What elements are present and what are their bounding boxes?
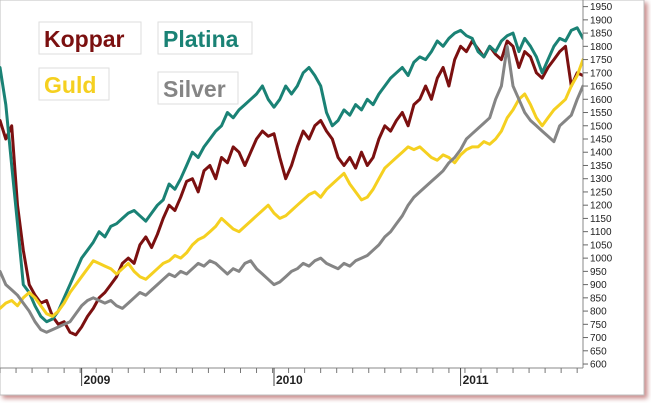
y-tick-label: 1050 — [590, 240, 613, 251]
y-tick-label: 1550 — [590, 108, 613, 119]
y-tick-label: 800 — [590, 307, 607, 318]
y-tick-label: 1300 — [590, 174, 613, 185]
series-line-silver — [0, 44, 583, 334]
x-tick-label: 2011 — [463, 373, 489, 387]
y-tick-label: 600 — [590, 360, 607, 371]
y-tick-label: 750 — [590, 320, 607, 331]
x-tick-label: 2010 — [276, 373, 303, 387]
legend-item-silver: Silver — [157, 71, 239, 105]
legend-label-koppar: Koppar — [44, 26, 125, 52]
y-tick-label: 1850 — [590, 29, 613, 40]
y-tick-label: 650 — [590, 346, 607, 357]
y-tick-label: 950 — [590, 267, 607, 278]
y-tick-label: 1400 — [590, 148, 613, 159]
legend-box-koppar — [38, 21, 142, 55]
legend-box-platina — [157, 21, 253, 55]
series-layer — [0, 26, 583, 337]
series-line-guld — [0, 58, 583, 318]
y-tick-label: 1750 — [590, 55, 613, 66]
y-tick-label: 1800 — [590, 42, 613, 53]
y-tick-label: 700 — [590, 333, 607, 344]
y-tick-label: 1100 — [590, 227, 612, 238]
legend-item-platina: Platina — [157, 21, 253, 55]
plot-area — [0, 26, 583, 337]
y-tick-label: 1700 — [590, 68, 613, 79]
y-tick-label: 850 — [590, 293, 607, 304]
series-line-platina — [0, 26, 583, 324]
y-tick-label: 1150 — [590, 214, 612, 225]
y-tick-label: 1600 — [590, 95, 613, 106]
x-tick-label: 2009 — [84, 373, 111, 387]
y-tick-label: 1950 — [590, 2, 613, 13]
y-axis: 600 650 700 750 800 850 900 950 1000 1050 1100 1150… — [583, 2, 613, 371]
y-tick-label: 1000 — [590, 254, 613, 265]
legend-box-silver — [157, 71, 239, 105]
y-tick-label: 1650 — [590, 82, 613, 93]
legend-label-silver: Silver — [163, 76, 226, 102]
y-tick-label: 1350 — [590, 161, 613, 172]
y-tick-label: 1900 — [590, 15, 613, 26]
legend-label-guld: Guld — [44, 72, 96, 98]
legend-box-guld — [38, 67, 110, 101]
y-tick-label: 1450 — [590, 134, 613, 145]
y-tick-label: 1250 — [590, 187, 613, 198]
legend-item-guld: Guld — [38, 67, 110, 101]
y-tick-label: 1500 — [590, 121, 613, 132]
y-tick-label: 1200 — [590, 201, 613, 212]
legend-label-platina: Platina — [163, 26, 239, 52]
y-tick-label: 900 — [590, 280, 607, 291]
x-axis: 2009 2010 2011 — [0, 368, 578, 387]
legend-item-koppar: Koppar — [38, 21, 142, 55]
legend: Koppar Platina Guld Silver — [38, 21, 253, 105]
